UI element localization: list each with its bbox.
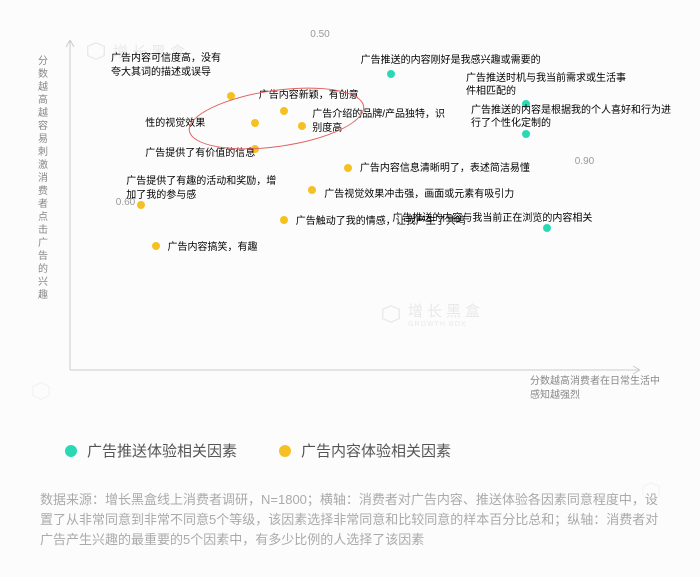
scatter-point (344, 164, 352, 172)
scatter-point (298, 122, 306, 130)
scatter-point (280, 107, 288, 115)
legend-label: 广告内容体验相关因素 (301, 440, 451, 461)
point-label: 广告内容新颖，有创意 (259, 89, 409, 103)
legend: 广告推送体验相关因素 广告内容体验相关因素 (65, 440, 451, 461)
scatter-point (522, 130, 530, 138)
point-label: 广告推送时机与我当前需求或生活事件相匹配的 (466, 72, 626, 99)
point-label: 广告内容可信度高，没有夸大其词的描述或误导 (111, 52, 221, 79)
point-label: 广告推送的内容与我当前正在浏览的内容相关 (392, 212, 652, 226)
scatter-point (308, 186, 316, 194)
scatter-point (137, 201, 145, 209)
point-label: 广告提供了有价值的信息 (145, 147, 295, 161)
footnote-text: 数据来源：增长黑盒线上消费者调研，N=1800；横轴：消费者对广告内容、推送体验… (40, 490, 660, 550)
point-label: 性的视觉效果 (145, 117, 235, 131)
scatter-point (251, 119, 259, 127)
scatter-point (152, 242, 160, 250)
point-label: 广告推送的内容刚好是我感兴趣或需要的 (361, 54, 601, 68)
point-label: 广告推送的内容是根据我的个人喜好和行为进行了个性化定制的 (471, 104, 671, 131)
legend-dot-push (65, 445, 77, 457)
point-label: 广告内容信息清晰明了，表述简洁易懂 (360, 162, 590, 176)
scatter-point (280, 216, 288, 224)
point-label: 广告内容搞笑，有趣 (168, 241, 318, 255)
scatter-chart: 0.50 0.60 0.90 分数越高越容易刺激消费者点击广告的兴趣 分数越高消… (40, 25, 660, 405)
legend-label: 广告推送体验相关因素 (87, 440, 237, 461)
legend-dot-content (279, 445, 291, 457)
point-label: 广告提供了有趣的活动和奖励，增加了我的参与感 (126, 175, 276, 202)
scatter-point (227, 92, 235, 100)
scatter-point (387, 70, 395, 78)
point-label: 广告介绍的品牌/产品独特，识别度高 (312, 108, 452, 135)
point-label: 广告视觉效果冲击强，画面或元素有吸引力 (324, 188, 584, 202)
